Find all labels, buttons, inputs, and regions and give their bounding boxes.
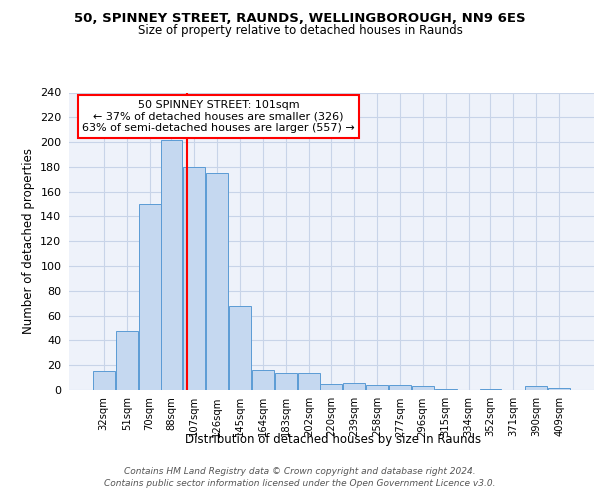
Bar <box>479 389 501 390</box>
Bar <box>389 385 410 390</box>
Bar <box>298 372 320 390</box>
Bar <box>206 173 228 390</box>
Bar <box>161 140 182 390</box>
Bar <box>548 388 570 390</box>
Bar <box>229 306 251 390</box>
Text: 50, SPINNEY STREET, RAUNDS, WELLINGBOROUGH, NN9 6ES: 50, SPINNEY STREET, RAUNDS, WELLINGBOROU… <box>74 12 526 26</box>
Bar <box>366 385 388 390</box>
Bar <box>139 204 161 390</box>
Bar <box>526 386 547 390</box>
Text: Size of property relative to detached houses in Raunds: Size of property relative to detached ho… <box>137 24 463 37</box>
Bar <box>412 386 434 390</box>
Bar <box>275 372 297 390</box>
Bar <box>343 382 365 390</box>
Text: Contains public sector information licensed under the Open Government Licence v3: Contains public sector information licen… <box>104 479 496 488</box>
Bar <box>184 167 205 390</box>
Bar <box>253 370 274 390</box>
Text: Distribution of detached houses by size in Raunds: Distribution of detached houses by size … <box>185 432 481 446</box>
Bar <box>435 389 457 390</box>
Bar <box>116 330 137 390</box>
Y-axis label: Number of detached properties: Number of detached properties <box>22 148 35 334</box>
Bar <box>93 372 115 390</box>
Text: Contains HM Land Registry data © Crown copyright and database right 2024.: Contains HM Land Registry data © Crown c… <box>124 468 476 476</box>
Bar <box>320 384 342 390</box>
Text: 50 SPINNEY STREET: 101sqm
← 37% of detached houses are smaller (326)
63% of semi: 50 SPINNEY STREET: 101sqm ← 37% of detac… <box>82 100 355 133</box>
